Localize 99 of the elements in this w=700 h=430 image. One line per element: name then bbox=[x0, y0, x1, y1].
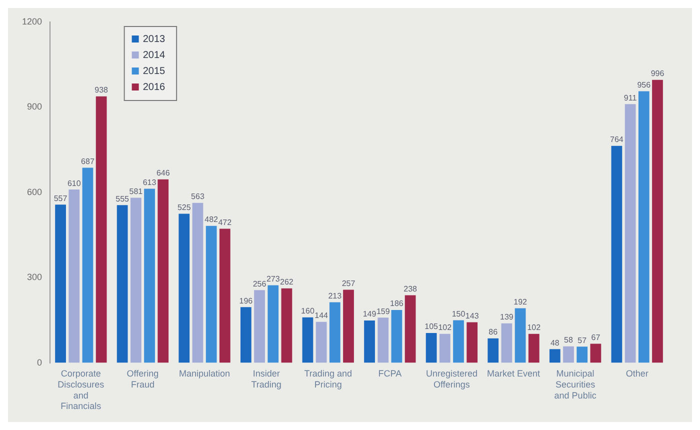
data-label: 555 bbox=[116, 194, 130, 204]
legend-label: 2016 bbox=[142, 82, 166, 93]
data-label: 563 bbox=[191, 192, 205, 202]
bar bbox=[528, 334, 540, 363]
data-label: 150 bbox=[452, 309, 466, 318]
data-label: 192 bbox=[514, 297, 528, 306]
data-label: 102 bbox=[438, 323, 452, 332]
x-tick-label: Municipal Securities and Public bbox=[554, 368, 597, 400]
legend-label: 2014 bbox=[142, 50, 166, 61]
bar bbox=[116, 205, 128, 363]
bar bbox=[219, 228, 230, 363]
x-tick-label: Trading and Pricing bbox=[304, 368, 352, 390]
x-tick-label: Other bbox=[626, 368, 648, 379]
data-label: 273 bbox=[266, 274, 280, 284]
x-tick-label: Insider Trading bbox=[251, 368, 282, 390]
data-label: 262 bbox=[280, 278, 294, 287]
data-label: 105 bbox=[424, 322, 439, 332]
x-tick-label: Offering Fraud bbox=[126, 368, 159, 390]
data-label: 86 bbox=[488, 328, 498, 337]
bar bbox=[144, 188, 155, 363]
data-label: 67 bbox=[591, 332, 601, 342]
legend-label: 2013 bbox=[142, 34, 166, 45]
bar bbox=[158, 179, 169, 363]
bar bbox=[576, 346, 588, 363]
data-label: 159 bbox=[376, 306, 390, 316]
y-tick-label: 300 bbox=[26, 272, 42, 282]
data-label: 557 bbox=[54, 194, 68, 203]
data-label: 938 bbox=[94, 86, 109, 95]
bar bbox=[611, 146, 622, 363]
x-tick-label: FCPA bbox=[378, 368, 402, 379]
data-label: 144 bbox=[314, 311, 329, 320]
data-label: 525 bbox=[177, 202, 192, 212]
bar bbox=[68, 190, 80, 363]
data-label: 613 bbox=[142, 178, 157, 187]
bar bbox=[501, 323, 512, 363]
bar bbox=[624, 104, 636, 363]
bar bbox=[302, 317, 314, 363]
bar bbox=[378, 318, 389, 363]
bar bbox=[563, 346, 574, 363]
data-label: 102 bbox=[527, 323, 542, 332]
bar bbox=[404, 295, 416, 363]
x-tick-label: Market Event bbox=[486, 368, 541, 379]
y-tick-label: 0 bbox=[37, 357, 42, 368]
bar bbox=[343, 290, 354, 363]
bar bbox=[254, 290, 265, 363]
bar bbox=[364, 320, 375, 363]
bar bbox=[652, 80, 663, 363]
data-label: 646 bbox=[156, 168, 170, 178]
data-label: 213 bbox=[328, 292, 342, 301]
data-label: 256 bbox=[252, 279, 267, 288]
data-label: 610 bbox=[67, 178, 82, 188]
bar bbox=[192, 202, 204, 363]
bar bbox=[549, 349, 560, 363]
bar bbox=[590, 344, 602, 363]
bar bbox=[55, 204, 66, 363]
bar bbox=[82, 168, 94, 363]
data-label: 160 bbox=[301, 306, 315, 316]
y-tick-label: 900 bbox=[26, 102, 42, 112]
bar bbox=[281, 288, 292, 363]
bar bbox=[638, 91, 650, 363]
x-tick-label: Corporate Disclosures and Financials bbox=[58, 368, 105, 412]
y-tick-label: 600 bbox=[26, 186, 42, 197]
data-label: 581 bbox=[129, 187, 144, 196]
bar bbox=[206, 226, 217, 363]
data-label: 472 bbox=[218, 218, 232, 227]
bar bbox=[240, 307, 252, 363]
bar bbox=[453, 320, 464, 363]
legend-label: 2015 bbox=[142, 66, 166, 77]
bar bbox=[426, 332, 437, 363]
data-label: 238 bbox=[404, 284, 418, 294]
bar bbox=[130, 198, 142, 363]
data-label: 764 bbox=[610, 135, 624, 144]
data-label: 149 bbox=[362, 310, 377, 319]
data-label: 687 bbox=[81, 156, 95, 166]
data-label: 48 bbox=[550, 338, 560, 348]
data-label: 257 bbox=[342, 279, 356, 288]
bar bbox=[268, 285, 279, 363]
bar bbox=[316, 322, 327, 363]
bar bbox=[514, 308, 526, 363]
data-label: 911 bbox=[624, 93, 638, 102]
data-label: 956 bbox=[637, 80, 652, 90]
bar bbox=[178, 214, 190, 363]
data-label: 143 bbox=[465, 311, 480, 320]
bar bbox=[329, 302, 340, 363]
data-label: 57 bbox=[578, 336, 588, 345]
data-label: 186 bbox=[390, 299, 404, 308]
data-label: 996 bbox=[650, 69, 665, 78]
x-tick-label: Manipulation bbox=[178, 368, 230, 379]
data-label: 139 bbox=[500, 312, 514, 322]
bar bbox=[488, 338, 499, 363]
data-label: 482 bbox=[204, 215, 219, 224]
bar bbox=[466, 322, 478, 363]
bar bbox=[96, 96, 107, 363]
bar bbox=[439, 334, 450, 363]
x-tick-label: Unregistered Offerings bbox=[426, 368, 478, 390]
bar bbox=[391, 310, 402, 363]
y-tick-label: 1200 bbox=[22, 16, 42, 26]
data-label: 58 bbox=[564, 336, 574, 345]
data-label: 196 bbox=[239, 296, 254, 306]
